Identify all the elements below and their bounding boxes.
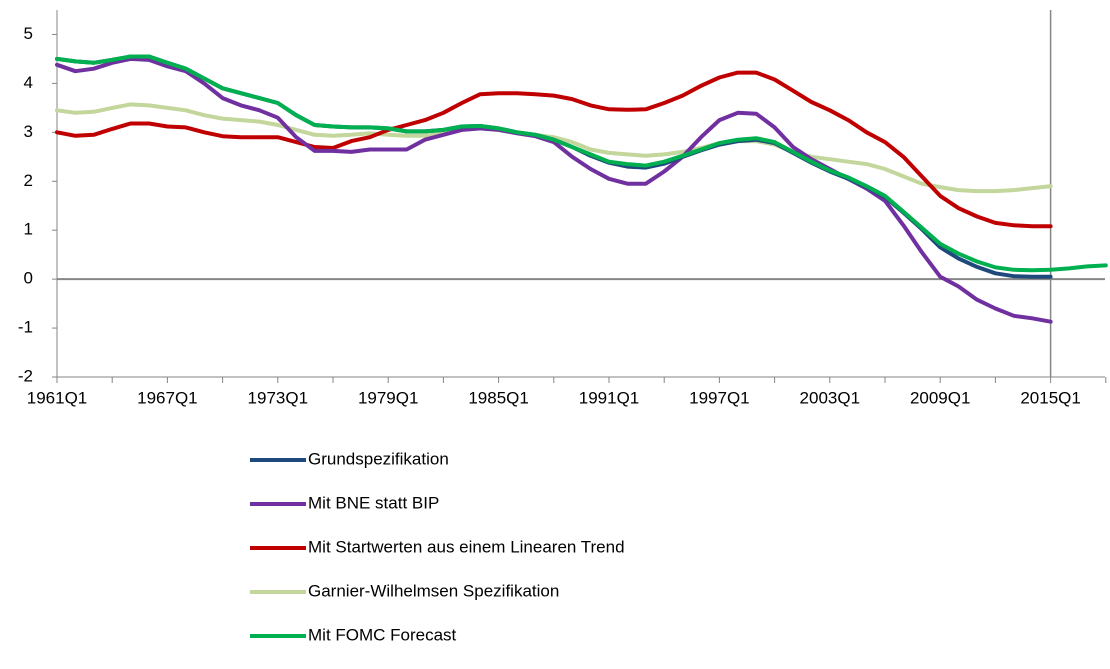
y-tick-label: 1 [24,220,33,239]
series-line [55,56,1053,324]
x-tick-label: 2003Q1 [800,388,861,407]
y-tick-label: -1 [18,318,33,337]
x-tick-label: 1979Q1 [358,388,419,407]
x-tick-label: 1991Q1 [579,388,640,407]
legend-label: Mit FOMC Forecast [308,625,457,644]
x-tick-label: 1961Q1 [27,388,88,407]
legend-label: Grundspezifikation [308,449,449,468]
series-line [55,54,1053,279]
legend-label: Mit Startwerten aus einem Linearen Trend [308,537,625,556]
x-tick-label: 1973Q1 [248,388,309,407]
x-tick-label: 2009Q1 [910,388,971,407]
x-tick-label: 2015Q1 [1020,388,1081,407]
x-tick-label: 1967Q1 [137,388,198,407]
series-line [55,102,1053,194]
x-tick-label: 1997Q1 [689,388,750,407]
series-line [55,70,1053,229]
legend-label: Garnier-Wilhelmsen Spezifikation [308,581,559,600]
legend-label: Mit BNE statt BIP [308,493,439,512]
y-tick-label: 5 [24,24,33,43]
y-tick-label: 4 [24,73,33,92]
y-tick-label: 2 [24,171,33,190]
y-tick-label: -2 [18,366,33,385]
series-line [55,54,1108,273]
y-tick-label: 3 [24,122,33,141]
x-tick-label: 1985Q1 [468,388,529,407]
y-tick-label: 0 [24,269,33,288]
